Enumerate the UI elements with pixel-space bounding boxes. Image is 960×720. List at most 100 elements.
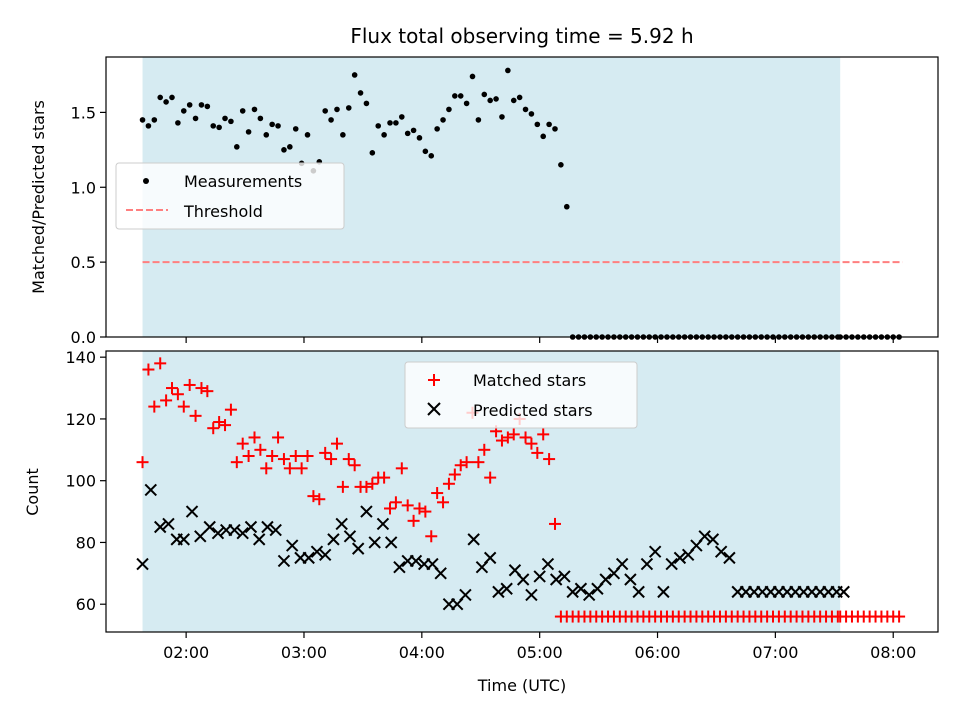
- matched-star-point: [254, 443, 267, 456]
- predicted-star-point: [360, 505, 373, 518]
- matched-star-point: [154, 357, 167, 370]
- predicted-star-point: [261, 520, 274, 534]
- legend-threshold-label: Threshold: [183, 202, 263, 221]
- matched-star-point: [313, 493, 326, 506]
- predicted-star-point: [434, 567, 447, 580]
- predicted-star-point: [541, 557, 555, 571]
- measurement-point: [487, 97, 493, 104]
- legend-matched-label: Matched stars: [473, 371, 586, 390]
- measurement-point: [481, 91, 488, 98]
- measurement-point: [151, 117, 158, 123]
- predicted-star-point: [177, 533, 190, 546]
- predicted-star-point: [194, 530, 207, 543]
- measurement-point: [369, 150, 376, 156]
- predicted-star-point: [706, 533, 720, 546]
- predicted-star-point: [624, 573, 637, 586]
- matched-star-point: [260, 462, 273, 475]
- top-y-tick-label: 1.5: [71, 103, 96, 122]
- matched-star-point: [171, 388, 184, 401]
- predicted-star-point: [582, 588, 596, 602]
- bottom-y-tick-label: 140: [65, 348, 96, 367]
- bottom-legend: Matched stars Predicted stars: [404, 361, 638, 429]
- matched-star-point: [431, 487, 444, 500]
- measurement-point: [469, 73, 476, 80]
- measurement-point: [493, 96, 499, 102]
- measurement-point: [440, 117, 446, 123]
- predicted-star-point: [714, 545, 728, 558]
- measurement-point: [157, 94, 164, 101]
- predicted-star-point: [516, 573, 530, 586]
- measurement-point: [234, 144, 240, 150]
- matched-star-point: [437, 496, 450, 509]
- matched-star-point: [419, 505, 432, 518]
- bottom-frame: [105, 350, 939, 633]
- measurement-point: [546, 121, 552, 128]
- predicted-star-point: [277, 554, 291, 568]
- predicted-star-point: [673, 551, 687, 565]
- measurement-point: [192, 115, 199, 122]
- measurement-point: [163, 99, 169, 105]
- top-legend-box: [115, 162, 345, 230]
- matched-star-point: [395, 462, 408, 475]
- measurement-point: [175, 120, 181, 126]
- measurement-point: [269, 121, 275, 128]
- matched-star-point: [148, 400, 161, 413]
- measurement-point: [510, 97, 517, 104]
- matched-star-point: [142, 363, 155, 376]
- bottom-panel: 60 80 100 120 140 02:00 03:00 04:00 05:00 06:00 0…: [23, 348, 939, 695]
- x-tick-label: 04:00: [399, 643, 445, 662]
- matched-star-point: [330, 437, 343, 450]
- predicted-star-point: [376, 517, 390, 531]
- predicted-star-point: [368, 536, 381, 549]
- matched-star-point: [325, 453, 338, 466]
- predicted-star-point: [558, 570, 571, 583]
- predicted-star-point: [640, 557, 654, 571]
- measurement-point: [334, 106, 340, 113]
- predicted-star-point: [318, 548, 332, 562]
- predicted-star-point: [723, 551, 736, 565]
- legend-measurements-label: Measurements: [184, 172, 302, 191]
- matched-star-point: [366, 477, 379, 490]
- matched-star-point: [389, 496, 402, 509]
- predicted-star-point: [384, 536, 398, 549]
- measurement-point: [522, 106, 529, 113]
- matched-star-point: [342, 453, 355, 466]
- top-frame: [105, 56, 939, 338]
- bottom-y-tick-label: 80: [76, 533, 96, 552]
- matched-star-point: [407, 514, 420, 527]
- predicted-star-point: [492, 585, 505, 599]
- predicted-star-point: [525, 588, 538, 602]
- measurement-point: [404, 130, 411, 137]
- x-axis-label: Time (UTC): [477, 676, 566, 695]
- matched-star-point: [384, 502, 397, 515]
- measurement-point: [499, 114, 505, 120]
- predicted-star-point: [162, 517, 175, 531]
- matched-star-point: [448, 468, 461, 481]
- matched-star-point: [136, 456, 149, 469]
- measurement-point: [446, 106, 452, 113]
- measurement-point: [322, 108, 328, 114]
- top-y-tick-label: 1.0: [71, 178, 96, 197]
- legend-matched-marker: [428, 374, 440, 386]
- measurement-point: [398, 114, 405, 120]
- measurement-point: [528, 111, 535, 117]
- bottom-y-tick-label: 120: [65, 410, 96, 429]
- measurement-point: [139, 117, 146, 123]
- predicted-star-point: [185, 505, 199, 518]
- measurement-point: [563, 203, 570, 210]
- predicted-star-point: [533, 570, 546, 583]
- top-y-tick-label: 0.5: [71, 253, 96, 272]
- matched-star-point: [224, 403, 237, 416]
- predicted-star-point: [236, 526, 249, 540]
- predicted-star-point: [698, 530, 711, 543]
- matched-star-point: [378, 471, 391, 484]
- matched-star-point: [242, 449, 255, 462]
- measurement-point: [552, 126, 558, 132]
- matched-star-point: [183, 378, 196, 391]
- matched-star-point: [336, 480, 349, 493]
- measurement-point: [410, 127, 417, 134]
- measurement-point: [340, 132, 346, 138]
- predicted-star-point: [657, 585, 670, 599]
- measurement-point: [145, 123, 152, 129]
